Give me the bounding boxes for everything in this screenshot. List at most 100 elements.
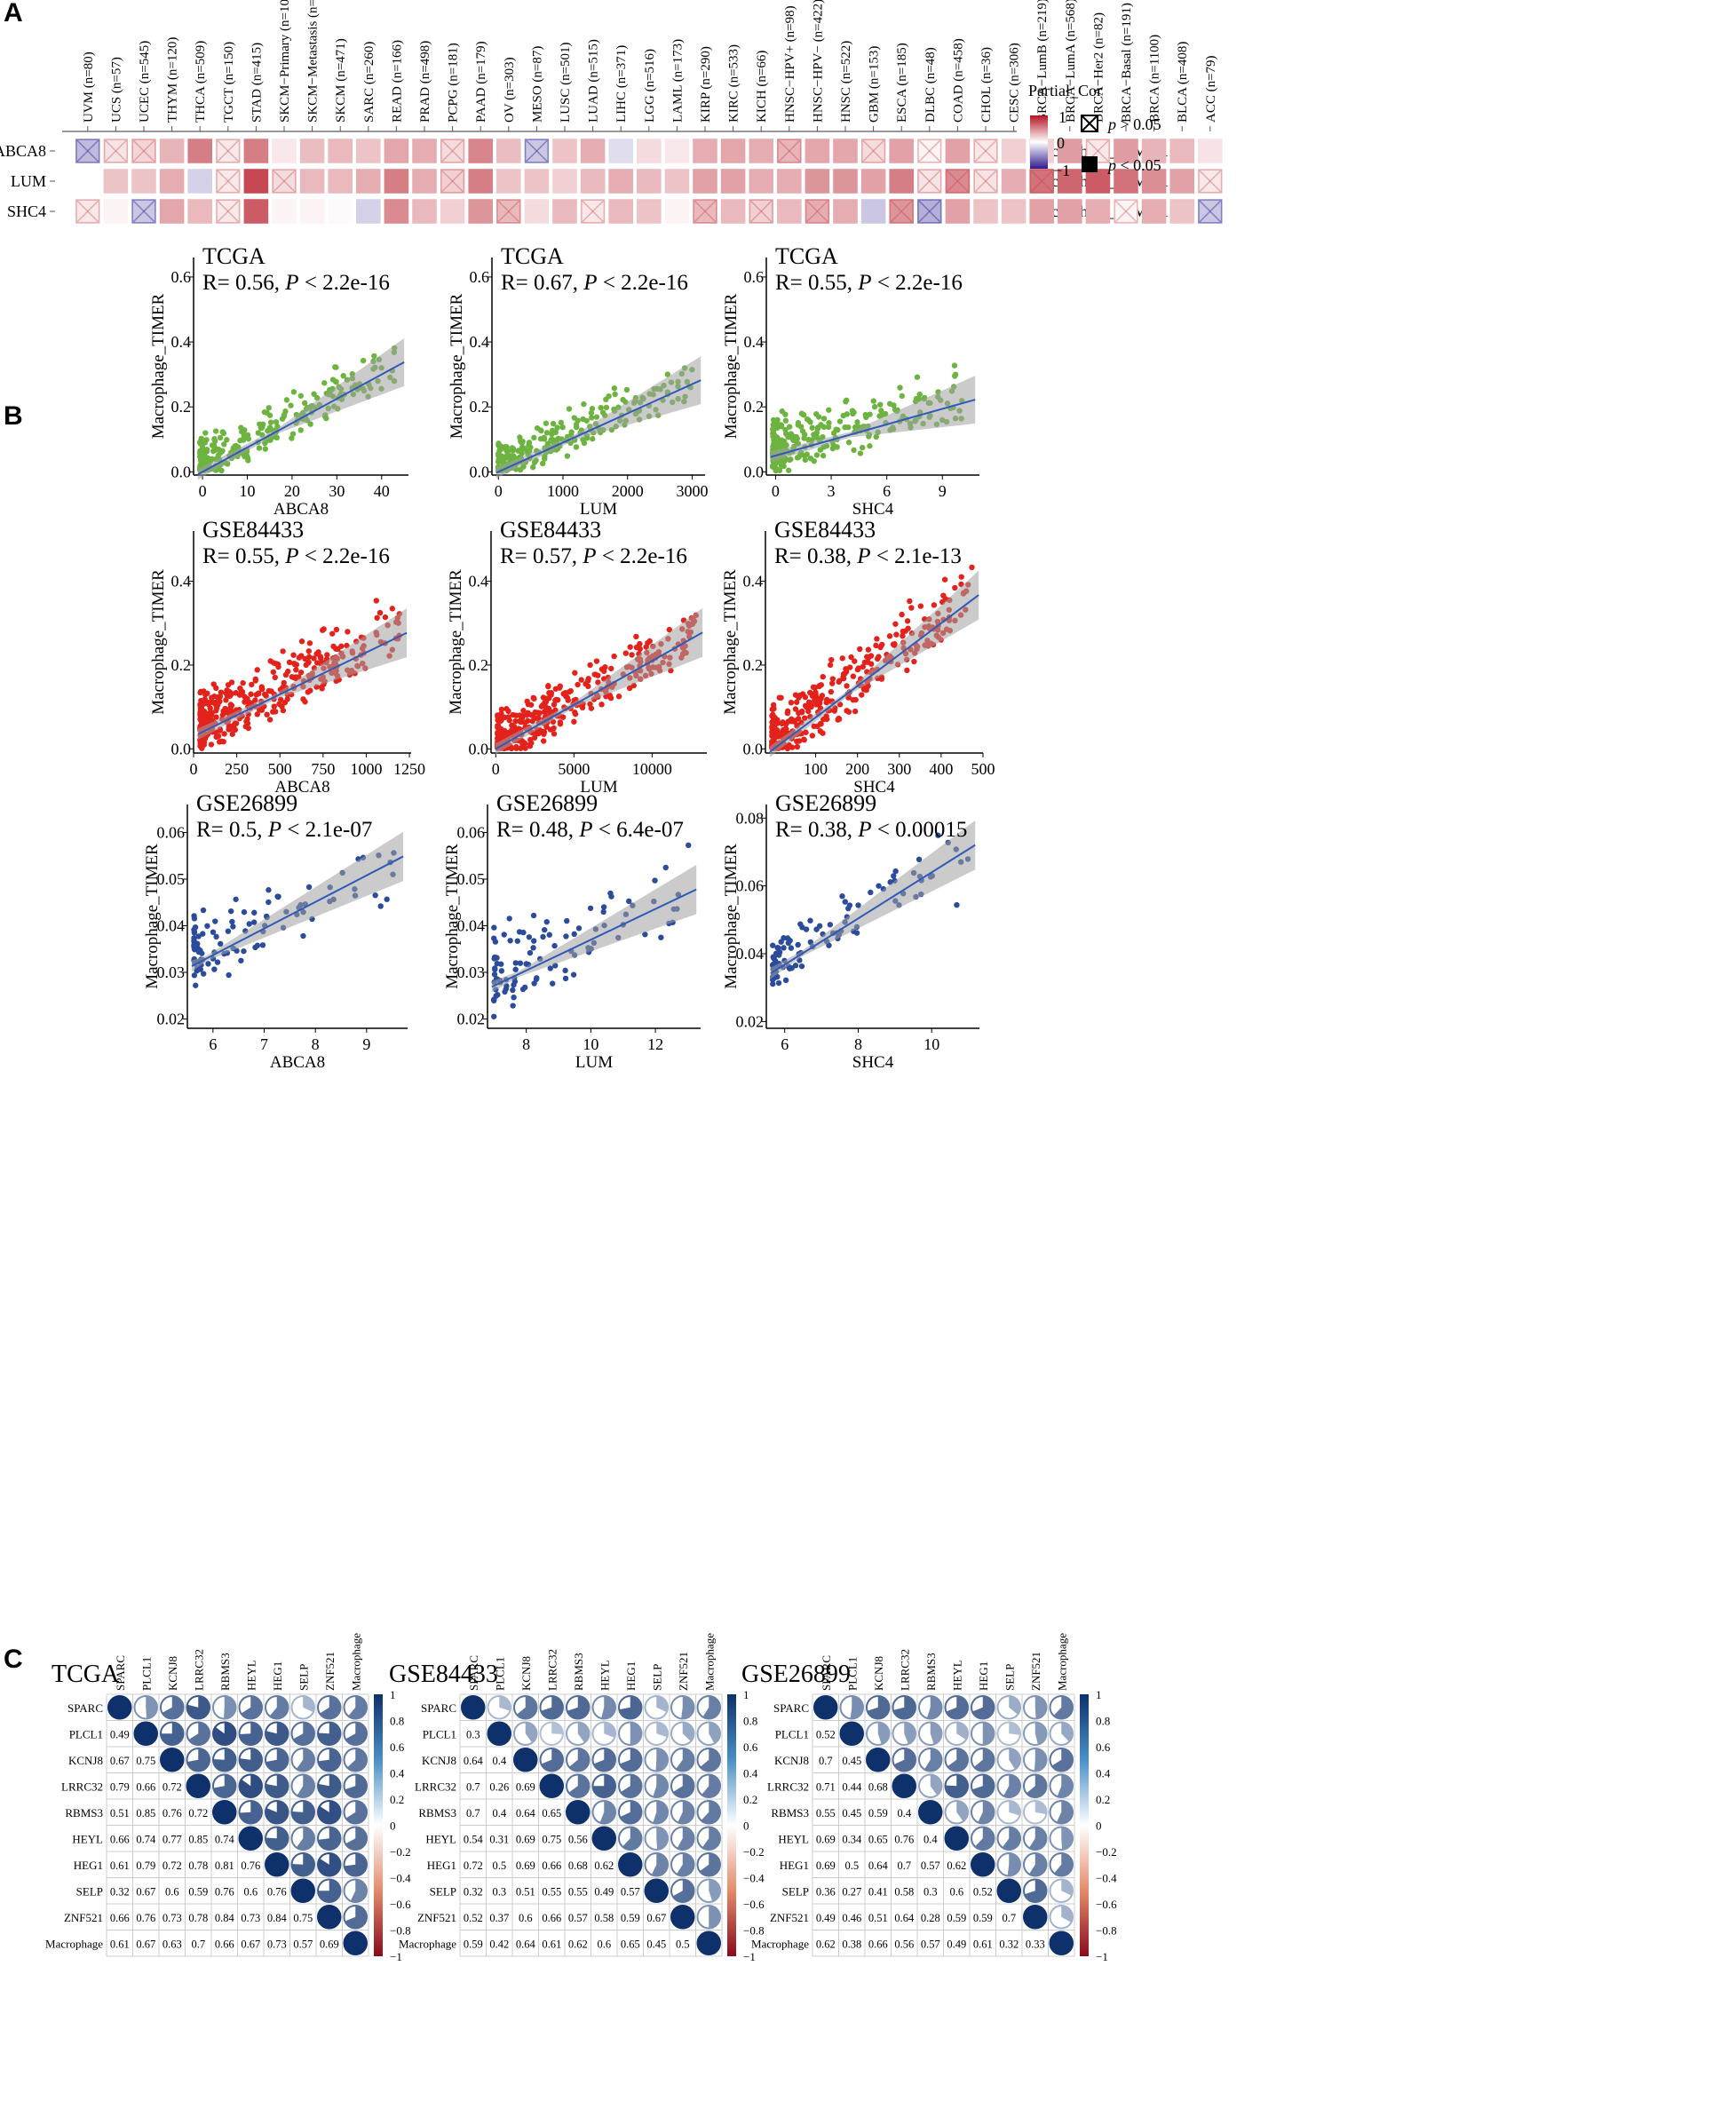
heat-cell — [693, 199, 717, 224]
ns-cross — [947, 170, 969, 193]
corr-value: 0.84 — [267, 1912, 288, 1924]
dataset-label: GSE84433 — [500, 517, 601, 543]
corr-value: 0.6 — [597, 1938, 611, 1950]
data-point — [276, 701, 282, 707]
heat-cell — [496, 169, 521, 194]
heat-cell — [833, 169, 858, 194]
heat-cell — [749, 199, 773, 224]
corr-value: 0.66 — [542, 1912, 561, 1924]
data-point — [917, 603, 924, 609]
heat-cell — [693, 169, 717, 194]
p-value: < 2.2e-16 — [299, 271, 390, 295]
corr-value: 0.79 — [110, 1780, 130, 1793]
data-point — [799, 428, 806, 434]
regression-line — [770, 844, 976, 975]
data-point — [552, 697, 559, 704]
r-value: R= 0.55, — [775, 271, 858, 295]
data-point — [629, 652, 635, 658]
colorbar-tick: 0.4 — [390, 1767, 405, 1780]
data-point — [502, 988, 508, 995]
colorbar-tick: 0.2 — [1096, 1793, 1110, 1806]
data-point — [800, 412, 807, 418]
data-point — [842, 424, 848, 431]
data-point — [191, 972, 198, 979]
row-label: LRRC32 — [767, 1780, 809, 1793]
heat-cell — [1114, 169, 1138, 194]
ns-box — [581, 199, 606, 224]
corr-value: 0.27 — [842, 1885, 861, 1898]
r-value: R= 0.38, — [774, 544, 857, 568]
heat-cell — [159, 139, 185, 163]
data-point — [633, 633, 639, 640]
data-point — [211, 966, 218, 972]
dataset-label: GSE26899 — [196, 790, 297, 816]
data-point — [662, 864, 669, 871]
data-point — [664, 371, 671, 377]
corr-pie-slice — [186, 1696, 210, 1719]
data-point — [210, 929, 217, 935]
heat-cell — [749, 169, 773, 194]
data-point — [850, 410, 856, 417]
data-point — [252, 944, 258, 951]
data-point — [377, 609, 384, 616]
cancer-type-label: DLBC (n=48) — [923, 47, 938, 123]
ns-box — [496, 199, 521, 224]
x-axis-label: LUM — [575, 1053, 613, 1072]
data-point — [611, 653, 617, 660]
correlogram-tcga: TCGASPARCSPARCPLCL1PLCL1KCNJ8KCNJ8LRRC32… — [45, 1633, 411, 1963]
data-point — [209, 694, 215, 701]
data-point — [268, 688, 274, 694]
data-point — [511, 454, 517, 460]
heat-cell — [440, 199, 465, 224]
data-point — [770, 426, 776, 432]
corr-pie-slice — [620, 1801, 642, 1824]
data-point — [804, 416, 811, 423]
data-point — [495, 722, 501, 729]
dataset-label: GSE26899 — [496, 790, 598, 816]
corr-pie-slice — [146, 1696, 158, 1719]
colorbar-tick: −0.4 — [390, 1872, 411, 1885]
data-point — [771, 705, 777, 712]
ns-cross — [918, 170, 941, 193]
corr-value: 0.78 — [188, 1859, 208, 1872]
cancer-type-label: SKCM (n=471) — [334, 38, 348, 123]
data-point — [873, 642, 879, 649]
data-point — [221, 731, 227, 737]
col-label: ZNF521 — [1029, 1652, 1042, 1691]
col-label: Macrophage — [1055, 1633, 1068, 1691]
corr-value: 0.71 — [816, 1780, 836, 1793]
ns-box — [440, 139, 465, 163]
p-value: < 2.2e-16 — [299, 544, 390, 568]
data-point — [533, 976, 540, 982]
corr-value: 0.38 — [842, 1938, 861, 1950]
corr-value: 0.31 — [489, 1833, 509, 1845]
y-tick-label: 0.2 — [469, 656, 489, 674]
corr-pie-slice — [318, 1748, 341, 1772]
data-point — [204, 923, 210, 929]
data-point — [905, 625, 911, 631]
data-point — [907, 598, 913, 605]
legend-tick: 0 — [1057, 134, 1065, 152]
data-point — [850, 696, 856, 703]
colorbar-tick: 0.8 — [743, 1715, 757, 1728]
corr-value: 0.69 — [516, 1780, 535, 1793]
correlogram-gse26899: GSE26899SPARCSPARCPLCL1PLCL1KCNJ8KCNJ8LR… — [741, 1633, 1117, 1963]
data-point — [811, 723, 817, 730]
corr-pie-full — [291, 1879, 314, 1902]
data-point — [218, 940, 224, 947]
data-point — [197, 966, 203, 972]
heat-cell — [693, 139, 717, 163]
data-point — [861, 659, 868, 666]
corr-value: 0.6 — [519, 1912, 533, 1924]
corr-pie-slice — [701, 1801, 720, 1824]
corr-value: 0.37 — [489, 1912, 509, 1924]
corr-value: 0.73 — [163, 1912, 182, 1924]
ns-cross — [217, 200, 240, 223]
row-label: LRRC32 — [415, 1780, 456, 1793]
data-point — [545, 683, 551, 689]
corr-value: 0.32 — [464, 1885, 483, 1898]
heat-cell — [608, 169, 633, 194]
corr-pie-slice — [577, 1722, 590, 1743]
stat-label: R= 0.38, P < 0.00015 — [775, 818, 967, 842]
x-tick-label: 9 — [362, 1035, 370, 1053]
